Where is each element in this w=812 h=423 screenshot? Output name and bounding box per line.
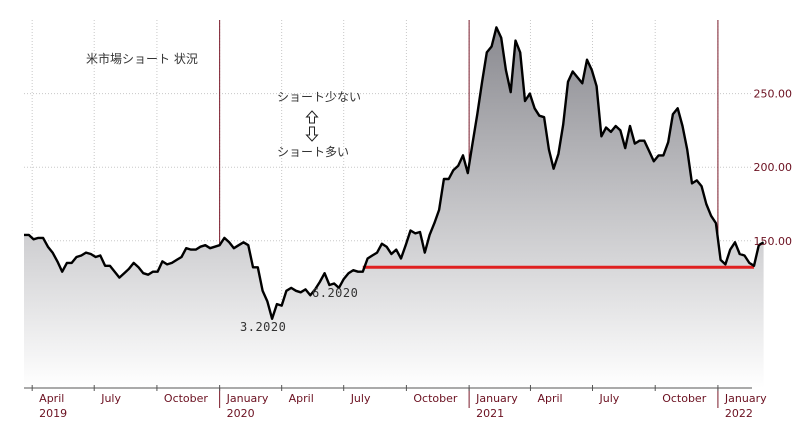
- series-line: [24, 26, 765, 320]
- x-tick-label: October: [164, 392, 208, 405]
- y-tick-label: 150.00: [754, 235, 793, 248]
- x-tick-label: April: [39, 392, 64, 405]
- june-2020-label: 6.2020: [312, 286, 358, 300]
- many-short-label: ショート多い: [277, 145, 349, 159]
- x-tick-label: July: [598, 392, 619, 405]
- x-tick-year-label: 2022: [725, 407, 753, 420]
- x-tick-label: July: [100, 392, 121, 405]
- march-2020-label: 3.2020: [240, 320, 286, 334]
- up-arrow-icon: [305, 110, 319, 124]
- x-tick-label: January: [226, 392, 269, 405]
- x-tick-year-label: 2020: [227, 407, 255, 420]
- x-axis-ticks: April 2019 July October January 2020 April July…: [24, 385, 767, 420]
- x-tick-label: October: [662, 392, 706, 405]
- x-tick-label: January: [475, 392, 518, 405]
- y-axis-ticks: 150.00 200.00 250.00: [754, 88, 793, 248]
- y-tick-label: 200.00: [754, 161, 793, 174]
- chart-annotation-title: 米市場ショート 状況: [86, 51, 198, 66]
- x-tick-label: April: [537, 392, 562, 405]
- x-tick-label: January: [724, 392, 767, 405]
- x-tick-label: October: [413, 392, 457, 405]
- series-area-fill: [24, 27, 764, 389]
- x-tick-label: July: [350, 392, 371, 405]
- x-tick-year-label: 2019: [39, 407, 67, 420]
- down-arrow-icon: [305, 126, 319, 142]
- x-tick-year-label: 2021: [476, 407, 504, 420]
- x-tick-label: April: [289, 392, 314, 405]
- y-tick-label: 250.00: [754, 88, 793, 101]
- few-short-label: ショート少ない: [277, 90, 361, 104]
